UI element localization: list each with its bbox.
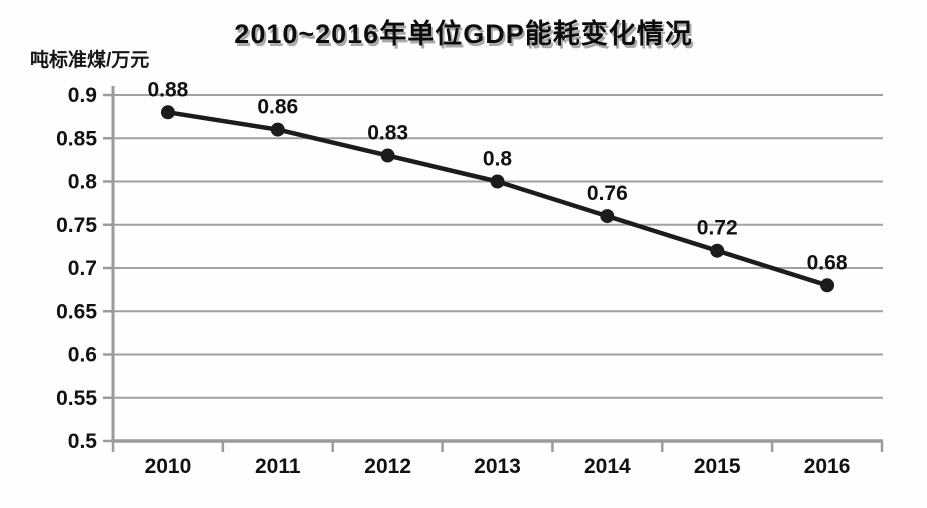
data-point-label: 0.86	[257, 96, 298, 119]
x-tick-label: 2014	[584, 455, 631, 478]
x-tick-label: 2012	[364, 455, 411, 478]
data-point	[710, 243, 725, 258]
data-point	[600, 209, 615, 224]
data-point-label: 0.72	[697, 217, 738, 240]
y-axis-unit-label: 吨标准煤/万元	[30, 50, 150, 71]
x-tick-label: 2011	[255, 455, 301, 478]
y-tick-label: 0.5	[68, 430, 98, 453]
chart-title: 2010~2016年单位GDP能耗变化情况	[234, 19, 693, 49]
x-tick-label: 2016	[804, 455, 851, 478]
data-point-label: 0.76	[587, 182, 628, 205]
data-point	[820, 278, 835, 293]
y-tick-label: 0.6	[68, 344, 97, 367]
data-point-label: 0.88	[147, 78, 188, 101]
y-tick-label: 0.65	[56, 300, 97, 323]
y-tick-label: 0.9	[68, 84, 97, 107]
data-point	[160, 105, 175, 120]
data-point-label: 0.68	[807, 251, 848, 274]
y-tick-label: 0.55	[56, 387, 97, 410]
y-tick-label: 0.75	[56, 214, 97, 237]
y-tick-label: 0.7	[68, 257, 97, 280]
data-point-label: 0.83	[367, 122, 408, 145]
y-tick-label: 0.8	[68, 171, 98, 194]
x-tick-label: 2010	[145, 455, 192, 478]
x-tick-label: 2015	[694, 455, 741, 478]
x-tick-label: 2013	[474, 455, 521, 478]
data-point	[270, 122, 285, 137]
data-point-label: 0.8	[483, 148, 513, 171]
data-point	[380, 148, 395, 163]
y-tick-label: 0.85	[56, 127, 97, 150]
data-point	[490, 174, 505, 189]
